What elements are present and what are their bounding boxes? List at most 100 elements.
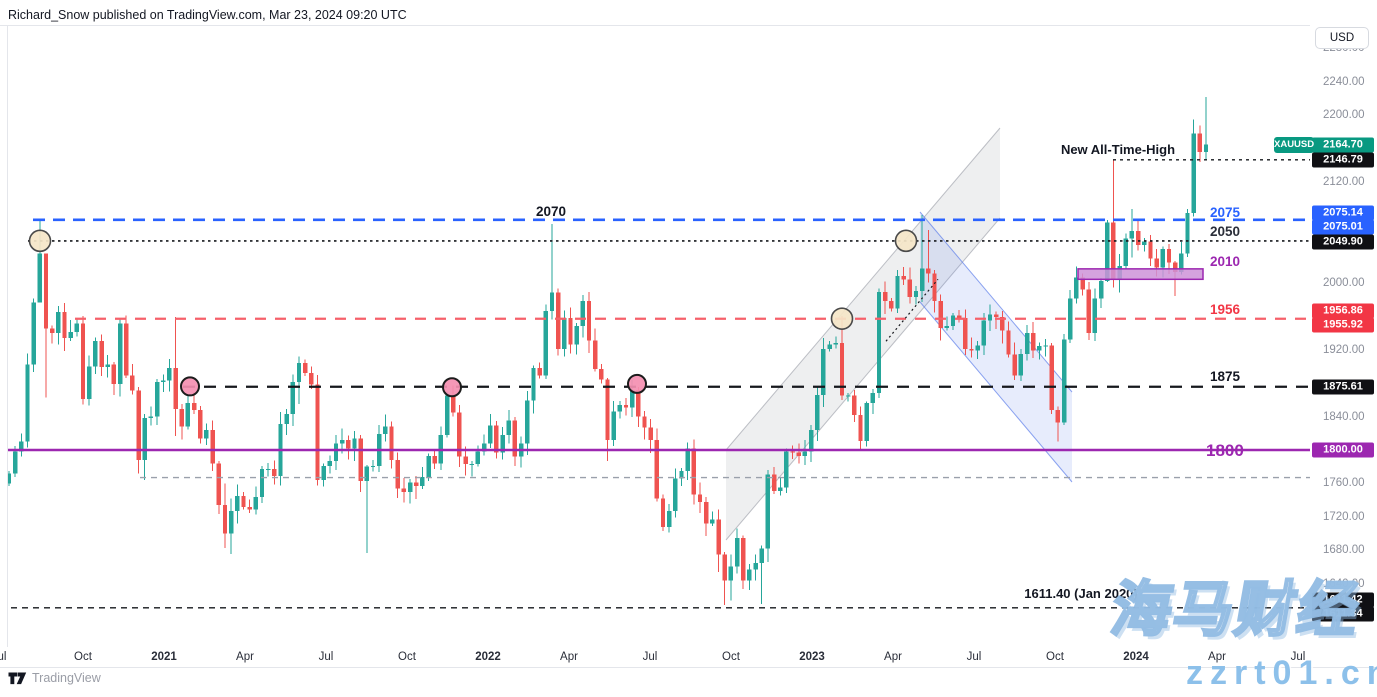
candle-body: [346, 439, 351, 449]
label-1875[interactable]: 1875: [1210, 369, 1241, 384]
circle-marker[interactable]: [894, 229, 918, 253]
candle-body: [37, 253, 43, 303]
candle-body: [1080, 277, 1085, 290]
tradingview-attribution[interactable]: TradingView: [8, 671, 101, 685]
candle-body: [543, 311, 548, 376]
falling-channel-edge[interactable]: [919, 211, 1073, 393]
candle-body: [963, 317, 968, 349]
candle-body: [815, 394, 820, 430]
price-axis[interactable]: 2280.002240.002200.002120.002000.001920.…: [1310, 25, 1377, 647]
price-badge-2075.14: 2075.14: [1312, 205, 1374, 221]
label-2070[interactable]: 2070: [536, 204, 566, 219]
candle-body: [611, 411, 616, 440]
time-axis-year-label: 2023: [799, 651, 825, 663]
label-2075[interactable]: 2075: [1210, 205, 1241, 220]
candle-body: [506, 420, 511, 435]
candle-body: [1154, 258, 1159, 268]
candle-body: [716, 519, 721, 555]
candle-body: [142, 418, 147, 461]
time-axis-month-label: Jul: [1290, 651, 1306, 663]
candle-body: [148, 416, 154, 419]
candle-body: [981, 320, 987, 346]
candle-body: [309, 373, 314, 385]
candle-body: [241, 496, 246, 507]
candle-body: [697, 494, 703, 502]
falling-channel[interactable]: [920, 212, 1072, 482]
candle-body: [623, 404, 629, 408]
candle-body: [956, 315, 962, 318]
candle-body: [49, 328, 55, 333]
candle-body: [685, 448, 690, 471]
falling-channel-edge[interactable]: [919, 301, 1073, 483]
circle-marker[interactable]: [180, 376, 200, 397]
currency-unit-button[interactable]: USD: [1315, 27, 1369, 49]
price-axis-tick: 1840.00: [1323, 411, 1365, 423]
candle-body: [327, 460, 333, 466]
candle-body: [728, 566, 734, 581]
candle-body: [913, 291, 919, 297]
candle-body: [31, 302, 36, 365]
candle-body: [1185, 213, 1190, 254]
mini-dotted-trendline[interactable]: [885, 278, 939, 342]
label-1800[interactable]: 1800: [1206, 441, 1244, 460]
label-2010[interactable]: 2010: [1210, 254, 1240, 269]
rising-channel[interactable]: [726, 128, 1000, 540]
candle-body: [1049, 345, 1054, 410]
candle-body: [1006, 330, 1011, 355]
candlestick-series: [8, 96, 1209, 605]
candle-body: [938, 301, 943, 328]
candle-body: [284, 414, 289, 425]
price-badge-2146.79: 2146.79: [1312, 152, 1374, 168]
candle-body: [1172, 262, 1178, 272]
candle-body: [1111, 222, 1116, 280]
price-axis-tick: 2120.00: [1323, 176, 1365, 188]
price-axis-tick: 1920.00: [1323, 344, 1365, 356]
time-axis-month-label: Oct: [1046, 651, 1064, 663]
candle-body: [555, 292, 561, 349]
candle-body: [1098, 280, 1104, 299]
label-2050[interactable]: 2050: [1210, 224, 1240, 239]
tradingview-logo-icon: [8, 672, 27, 685]
candle-body: [1123, 238, 1128, 266]
price-badge-1800.00: 1800.00: [1312, 442, 1374, 458]
circle-marker[interactable]: [627, 373, 647, 394]
label-new-ath[interactable]: New All-Time-High: [1061, 142, 1175, 157]
chart-pane[interactable]: 2070 New All-Time-High 2075 2050 2010 1956 187…: [0, 96, 1310, 609]
price-badge-1875.61: 1875.61: [1312, 379, 1374, 395]
time-axis-month-label: Apr: [560, 651, 578, 663]
candle-body: [488, 425, 493, 444]
candle-body: [950, 315, 956, 327]
candle-body: [666, 511, 672, 527]
zone-2010[interactable]: [1077, 268, 1204, 281]
time-axis[interactable]: ul Oct 2021 Apr Jul Oct 2022 Apr Jul Oct 2023 Apr Ju…: [0, 647, 1377, 667]
candle-body: [858, 414, 863, 441]
candle-body: [1031, 332, 1036, 351]
candle-body: [926, 268, 931, 274]
candle-body: [210, 429, 215, 464]
candle-body: [179, 409, 184, 427]
candle-body: [1105, 222, 1110, 281]
candle-body: [821, 348, 826, 395]
rising-channel-edge[interactable]: [725, 127, 1001, 451]
label-1611[interactable]: 1611.40 (Jan 2020): [1024, 586, 1137, 601]
circle-marker[interactable]: [830, 307, 854, 330]
candle-body: [1166, 249, 1172, 263]
candle-body: [833, 342, 838, 345]
candle-body: [1018, 353, 1024, 376]
circle-marker[interactable]: [28, 229, 52, 253]
candle-body: [12, 451, 18, 474]
candle-body: [370, 465, 376, 467]
candle-body: [235, 496, 240, 512]
candle-body: [882, 291, 888, 302]
candle-body: [451, 395, 456, 413]
circle-marker[interactable]: [442, 377, 462, 398]
candle-body: [43, 253, 49, 329]
label-1956[interactable]: 1956: [1210, 302, 1241, 317]
candle-body: [864, 403, 869, 441]
time-axis-month-label: Jul: [642, 651, 658, 663]
rising-channel-edge[interactable]: [725, 217, 1001, 541]
candle-body: [87, 366, 92, 399]
candle-body: [1012, 354, 1017, 376]
candle-body: [895, 275, 900, 309]
